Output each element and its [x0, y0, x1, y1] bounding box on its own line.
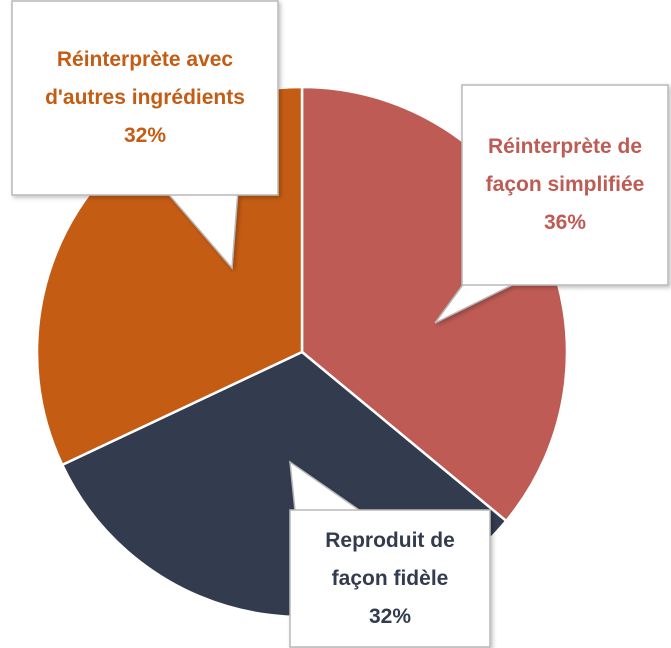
value-label: 32% — [123, 124, 167, 147]
category-label: Réinterprète avec d'autres ingrédients — [45, 48, 245, 109]
callout — [434, 84, 669, 324]
category-label: Réinterprète de façon simplifiée — [485, 135, 645, 196]
callout-label: Réinterprète avec d'autres ingrédients 32… — [12, 1, 278, 195]
callout-text: Reproduit de façon fidèle 32% — [290, 510, 490, 647]
callout-label: Réinterprète de façon simplifiée 36% — [462, 85, 668, 285]
callout-box — [289, 509, 491, 648]
callout-box — [461, 84, 669, 286]
callout-text: Réinterprète de façon simplifiée 36% — [462, 85, 668, 285]
callouts: Réinterprète de façon simplifiée 36% Repro… — [11, 0, 669, 648]
callout — [11, 0, 279, 270]
value-label: 36% — [543, 211, 587, 234]
callout-text: Réinterprète avec d'autres ingrédients 32… — [12, 1, 278, 195]
callout-box — [11, 0, 279, 196]
value-label: 32% — [368, 604, 412, 628]
callout — [289, 460, 491, 648]
callout-label: Reproduit de façon fidèle 32% — [290, 510, 490, 647]
category-label: Reproduit de façon fidèle — [325, 528, 455, 590]
